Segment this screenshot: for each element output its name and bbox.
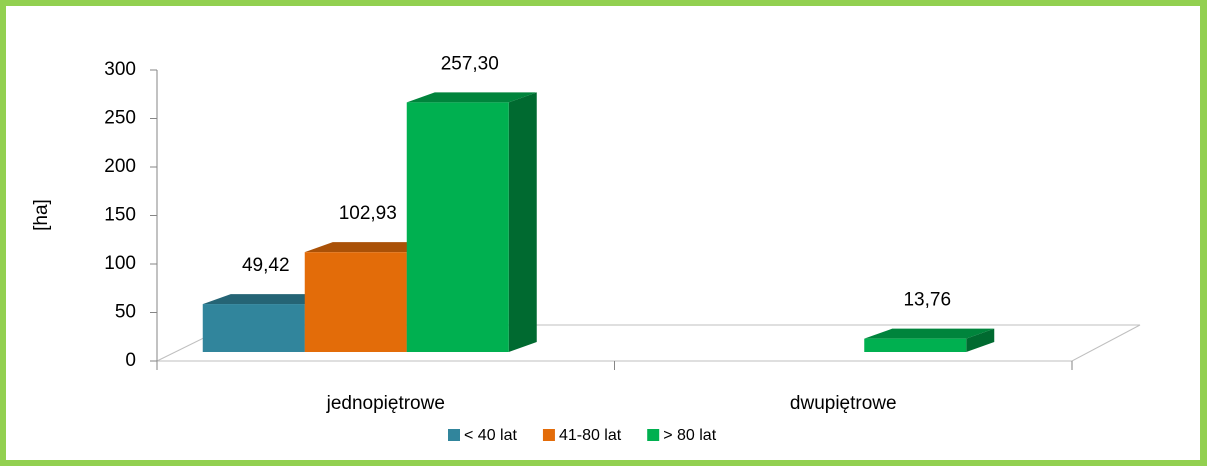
y-tick-label: 300 — [104, 59, 136, 80]
value-label: 102,93 — [339, 203, 397, 224]
y-tick-label: 0 — [125, 350, 136, 371]
x-tick-label: jednopiętrowe — [326, 393, 445, 414]
y-tick-label: 250 — [104, 108, 136, 129]
y-tick-label: 100 — [104, 253, 136, 274]
x-tick-label: dwupiętrowe — [790, 393, 897, 414]
bar — [864, 338, 967, 352]
value-label: 49,42 — [242, 255, 290, 276]
bar-side — [508, 92, 537, 352]
legend-label: 41-80 lat — [559, 427, 622, 444]
bar-side — [966, 328, 995, 352]
legend-swatch — [647, 429, 660, 441]
bar-top — [202, 294, 333, 305]
legend-swatch — [448, 429, 460, 441]
bar-top — [406, 92, 537, 103]
bar — [304, 252, 407, 352]
y-tick-label: 150 — [104, 205, 136, 226]
bar — [406, 102, 509, 352]
value-label: 257,30 — [441, 53, 499, 74]
bar — [202, 304, 305, 352]
y-axis-label: [ha] — [31, 199, 52, 231]
legend-label: > 80 lat — [663, 427, 716, 444]
bar-top — [304, 242, 435, 253]
y-tick-label: 200 — [104, 156, 136, 177]
legend-label: < 40 lat — [464, 427, 517, 444]
bar-top — [864, 328, 995, 339]
value-label: 13,76 — [903, 290, 951, 311]
legend-swatch — [542, 429, 555, 441]
y-tick-label: 50 — [115, 302, 136, 323]
